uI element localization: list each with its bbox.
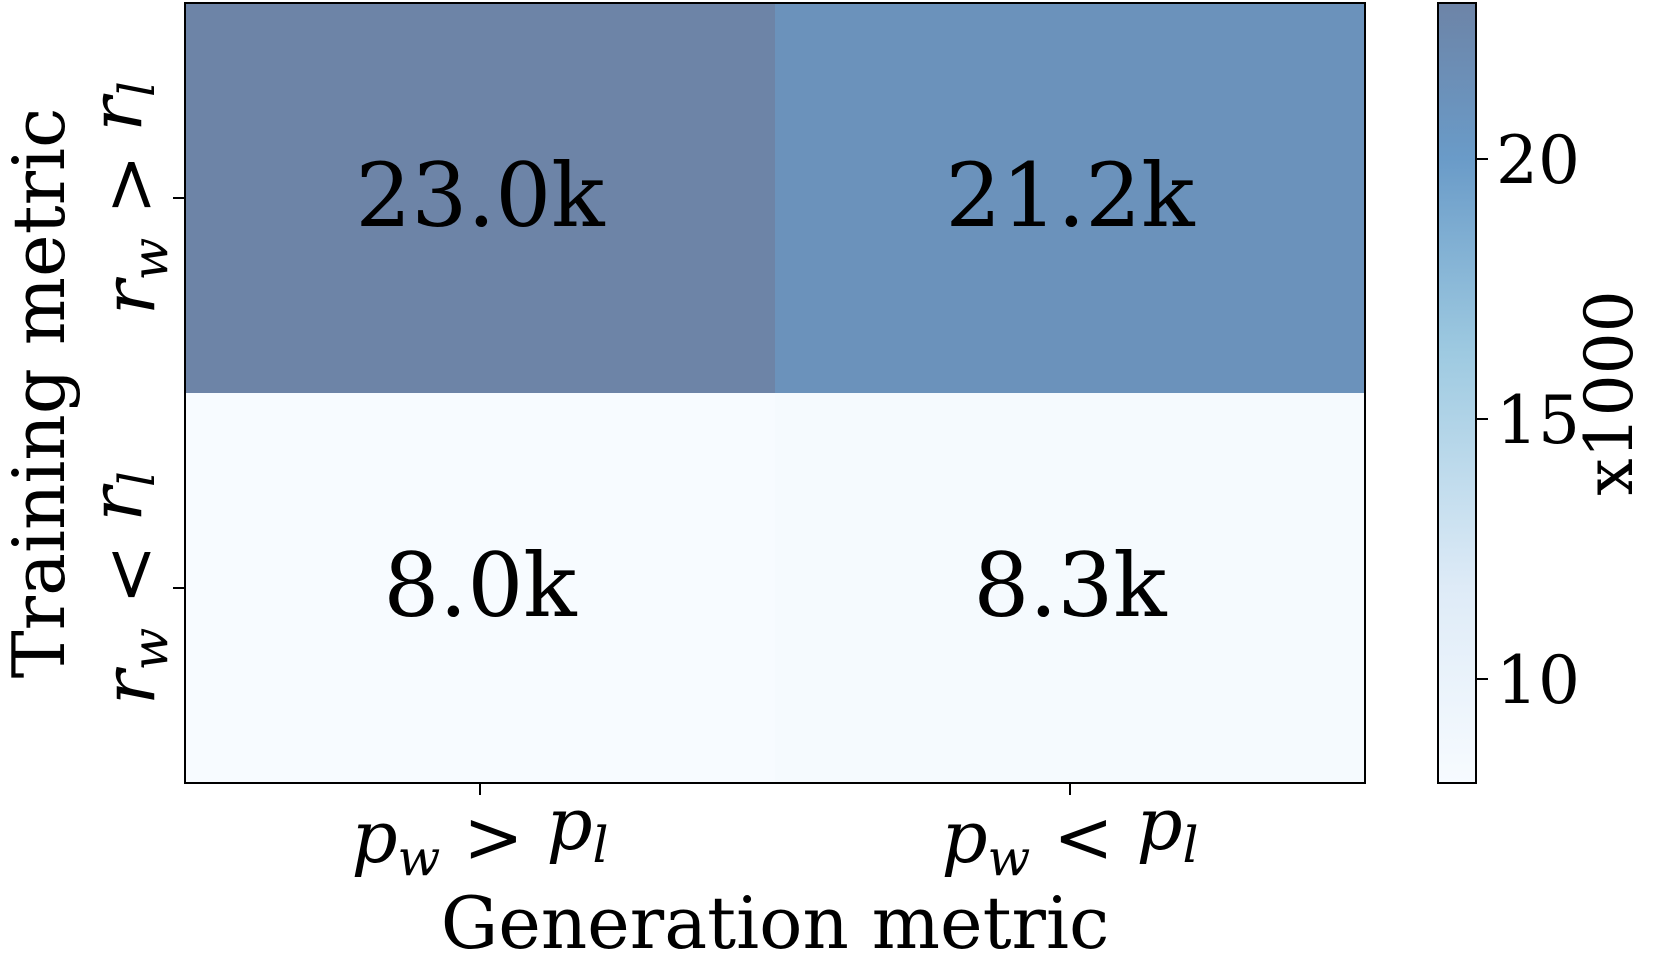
heatmap-cell [185,3,776,394]
tick-label: rw > rl [74,81,179,315]
tick-label: rw < rl [74,471,179,705]
colorbar [1437,2,1477,784]
x-axis-label: Generation metric [441,881,1110,965]
plot-frame [184,2,1366,784]
cell-value-label: 23.0k [355,144,605,247]
heatmap-cell [775,3,1366,394]
cell-value-label: 8.3k [973,534,1167,637]
y-axis-ticks: rw > rl rw < rl [74,81,185,705]
heatmap-cells [185,3,1366,784]
cell-value-label: 8.0k [383,534,577,637]
colorbar-tick-label: 10 [1496,642,1580,719]
x-axis-ticks: pw > pl pw < pl [351,782,1198,887]
tick-label: pw > pl [351,782,608,887]
y-axis-label: Training metric [0,108,81,679]
cell-value-label: 21.2k [945,144,1195,247]
tick-label: pw < pl [941,782,1198,887]
colorbar-tick-label: 15 [1496,382,1580,459]
heatmap-cell [185,393,776,784]
colorbar-label: x1000 [1571,290,1648,495]
heatmap-cell [775,393,1366,784]
heatmap-cell-labels: 23.0k 21.2k 8.0k 8.3k [355,144,1195,637]
colorbar-ticks: 10 15 20 [1476,122,1580,719]
colorbar-tick-label: 20 [1496,122,1580,199]
